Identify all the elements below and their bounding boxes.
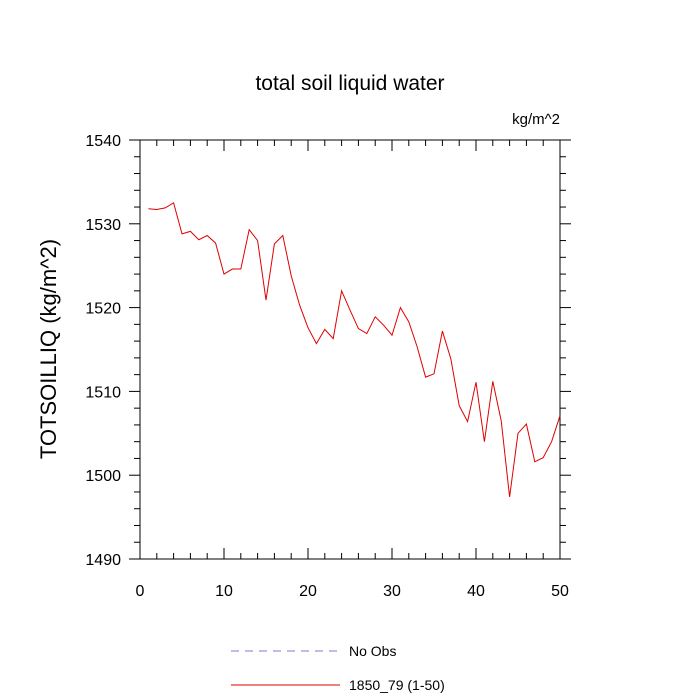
x-tick-label: 0 <box>136 583 145 600</box>
axis-tick-labels: 0 10 20 30 40 50 1490 1500 1510 1520 1530 1540 <box>85 133 569 600</box>
y-tick-label: 1530 <box>85 217 121 234</box>
series-layer <box>148 202 561 498</box>
axis-ticks <box>129 139 571 560</box>
legend-label: No Obs <box>349 643 396 659</box>
y-tick-label: 1510 <box>85 384 121 401</box>
y-axis-label: TOTSOILLIQ (kg/m^2) <box>36 239 61 459</box>
x-tick-label: 50 <box>551 583 569 600</box>
y-tick-label: 1540 <box>85 133 121 150</box>
x-tick-label: 20 <box>299 583 317 600</box>
y-tick-label: 1500 <box>85 468 121 485</box>
series-line <box>148 202 561 498</box>
legend: No Obs 1850_79 (1-50) <box>231 643 445 693</box>
x-tick-label: 10 <box>215 583 233 600</box>
x-tick-label: 40 <box>467 583 485 600</box>
plot-frame <box>139 139 561 560</box>
y-tick-label: 1490 <box>85 552 121 569</box>
x-tick-label: 30 <box>383 583 401 600</box>
y-tick-label: 1520 <box>85 301 121 318</box>
chart-title: total soil liquid water <box>255 72 444 95</box>
units-label: kg/m^2 <box>512 111 560 128</box>
legend-label: 1850_79 (1-50) <box>349 677 445 693</box>
